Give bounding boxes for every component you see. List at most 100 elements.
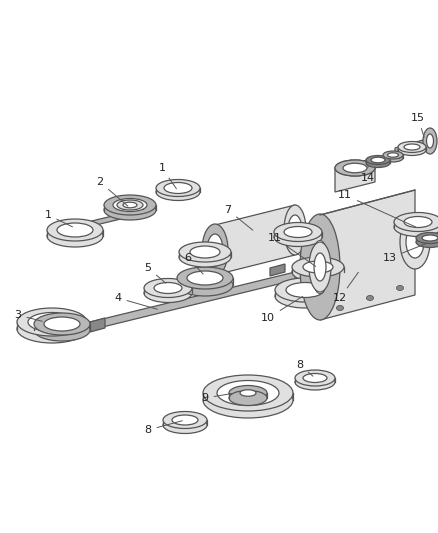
Ellipse shape — [383, 151, 403, 159]
Ellipse shape — [179, 242, 231, 262]
Ellipse shape — [423, 128, 437, 154]
Ellipse shape — [314, 253, 326, 281]
Ellipse shape — [156, 180, 200, 197]
Ellipse shape — [300, 214, 340, 320]
Ellipse shape — [177, 274, 233, 296]
Ellipse shape — [44, 317, 80, 331]
Ellipse shape — [17, 308, 87, 336]
Ellipse shape — [202, 224, 228, 276]
Text: 15: 15 — [411, 113, 425, 138]
Ellipse shape — [315, 280, 325, 294]
Ellipse shape — [47, 219, 103, 241]
Ellipse shape — [172, 415, 198, 425]
Polygon shape — [90, 318, 105, 332]
Ellipse shape — [275, 284, 335, 308]
Ellipse shape — [163, 411, 207, 429]
Text: 2: 2 — [96, 177, 128, 206]
Ellipse shape — [371, 157, 385, 163]
Ellipse shape — [398, 141, 426, 152]
Ellipse shape — [123, 202, 137, 208]
Polygon shape — [78, 272, 295, 333]
Text: 1: 1 — [45, 210, 73, 227]
Ellipse shape — [34, 313, 90, 335]
Ellipse shape — [28, 312, 76, 332]
Text: 8: 8 — [145, 421, 182, 435]
Ellipse shape — [394, 213, 438, 231]
Ellipse shape — [383, 154, 403, 162]
Text: 4: 4 — [114, 293, 157, 309]
Ellipse shape — [284, 205, 306, 255]
Ellipse shape — [275, 278, 335, 302]
Ellipse shape — [315, 260, 325, 274]
Ellipse shape — [400, 215, 430, 269]
Ellipse shape — [396, 286, 403, 290]
Ellipse shape — [366, 158, 390, 167]
Ellipse shape — [416, 237, 438, 247]
Ellipse shape — [406, 226, 424, 258]
Ellipse shape — [164, 182, 192, 193]
Ellipse shape — [404, 144, 420, 150]
Ellipse shape — [104, 195, 156, 215]
Polygon shape — [335, 158, 375, 192]
Ellipse shape — [190, 246, 220, 258]
Polygon shape — [395, 138, 430, 155]
Ellipse shape — [177, 267, 233, 289]
Polygon shape — [75, 207, 150, 230]
Polygon shape — [320, 190, 415, 320]
Ellipse shape — [113, 198, 147, 212]
Text: 12: 12 — [333, 272, 358, 303]
Text: 1: 1 — [159, 163, 177, 189]
Ellipse shape — [104, 200, 156, 220]
Ellipse shape — [295, 370, 335, 386]
Ellipse shape — [217, 381, 279, 406]
Ellipse shape — [335, 160, 375, 176]
Ellipse shape — [63, 224, 73, 230]
Ellipse shape — [240, 390, 256, 396]
Ellipse shape — [274, 222, 322, 241]
Ellipse shape — [286, 282, 324, 297]
Text: 5: 5 — [145, 263, 166, 283]
Text: 6: 6 — [184, 253, 203, 274]
Text: 3: 3 — [14, 310, 42, 321]
Ellipse shape — [163, 416, 207, 433]
Ellipse shape — [34, 319, 90, 341]
Ellipse shape — [303, 374, 327, 383]
Ellipse shape — [366, 156, 390, 165]
Ellipse shape — [309, 242, 331, 292]
Text: 10: 10 — [261, 296, 303, 323]
Ellipse shape — [336, 305, 343, 311]
Ellipse shape — [274, 228, 322, 246]
Ellipse shape — [343, 163, 367, 173]
Ellipse shape — [288, 215, 302, 245]
Ellipse shape — [203, 382, 293, 418]
Ellipse shape — [292, 257, 344, 277]
Ellipse shape — [187, 271, 223, 285]
Ellipse shape — [388, 153, 399, 157]
Text: 8: 8 — [297, 360, 313, 376]
Ellipse shape — [427, 134, 434, 148]
Ellipse shape — [207, 234, 223, 266]
Polygon shape — [215, 205, 295, 275]
Text: 11: 11 — [338, 190, 416, 227]
Ellipse shape — [203, 375, 293, 411]
Ellipse shape — [367, 295, 374, 301]
Ellipse shape — [315, 240, 325, 254]
Ellipse shape — [156, 183, 200, 200]
Ellipse shape — [292, 262, 344, 282]
Ellipse shape — [229, 385, 267, 400]
Ellipse shape — [117, 200, 143, 210]
Polygon shape — [270, 264, 285, 276]
Text: 13: 13 — [383, 243, 427, 263]
Text: 14: 14 — [361, 165, 375, 183]
Text: 11: 11 — [268, 233, 316, 266]
Ellipse shape — [144, 284, 192, 303]
Ellipse shape — [179, 247, 231, 267]
Text: 7: 7 — [224, 205, 253, 230]
Ellipse shape — [295, 374, 335, 390]
Ellipse shape — [303, 261, 333, 273]
Ellipse shape — [398, 144, 426, 156]
Ellipse shape — [154, 282, 182, 294]
Ellipse shape — [117, 204, 143, 214]
Text: 9: 9 — [201, 393, 232, 403]
Ellipse shape — [404, 216, 432, 228]
